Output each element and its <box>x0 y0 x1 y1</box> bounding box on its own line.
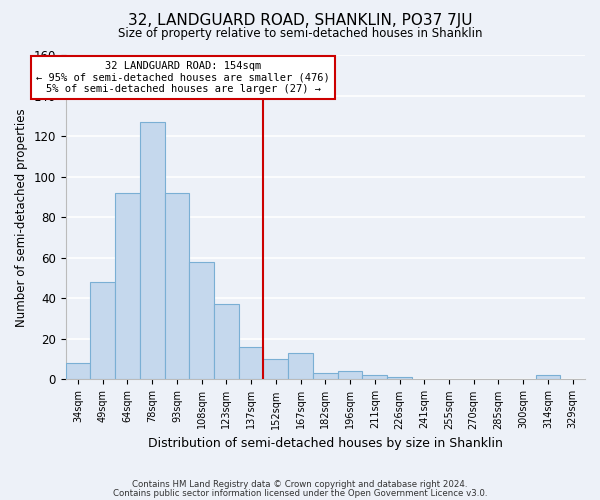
Bar <box>387 378 412 380</box>
Bar <box>140 122 164 380</box>
Text: 32 LANDGUARD ROAD: 154sqm
← 95% of semi-detached houses are smaller (476)
5% of : 32 LANDGUARD ROAD: 154sqm ← 95% of semi-… <box>36 61 330 94</box>
Bar <box>164 193 190 380</box>
Text: Contains public sector information licensed under the Open Government Licence v3: Contains public sector information licen… <box>113 488 487 498</box>
Bar <box>190 262 214 380</box>
Bar <box>313 374 338 380</box>
Bar <box>239 347 263 380</box>
Y-axis label: Number of semi-detached properties: Number of semi-detached properties <box>15 108 28 326</box>
Bar <box>91 282 115 380</box>
Text: 32, LANDGUARD ROAD, SHANKLIN, PO37 7JU: 32, LANDGUARD ROAD, SHANKLIN, PO37 7JU <box>128 12 472 28</box>
X-axis label: Distribution of semi-detached houses by size in Shanklin: Distribution of semi-detached houses by … <box>148 437 503 450</box>
Bar <box>115 193 140 380</box>
Bar <box>338 372 362 380</box>
Bar <box>288 353 313 380</box>
Bar <box>263 359 288 380</box>
Text: Contains HM Land Registry data © Crown copyright and database right 2024.: Contains HM Land Registry data © Crown c… <box>132 480 468 489</box>
Bar <box>536 376 560 380</box>
Text: Size of property relative to semi-detached houses in Shanklin: Size of property relative to semi-detach… <box>118 28 482 40</box>
Bar <box>362 376 387 380</box>
Bar <box>214 304 239 380</box>
Bar <box>65 363 91 380</box>
